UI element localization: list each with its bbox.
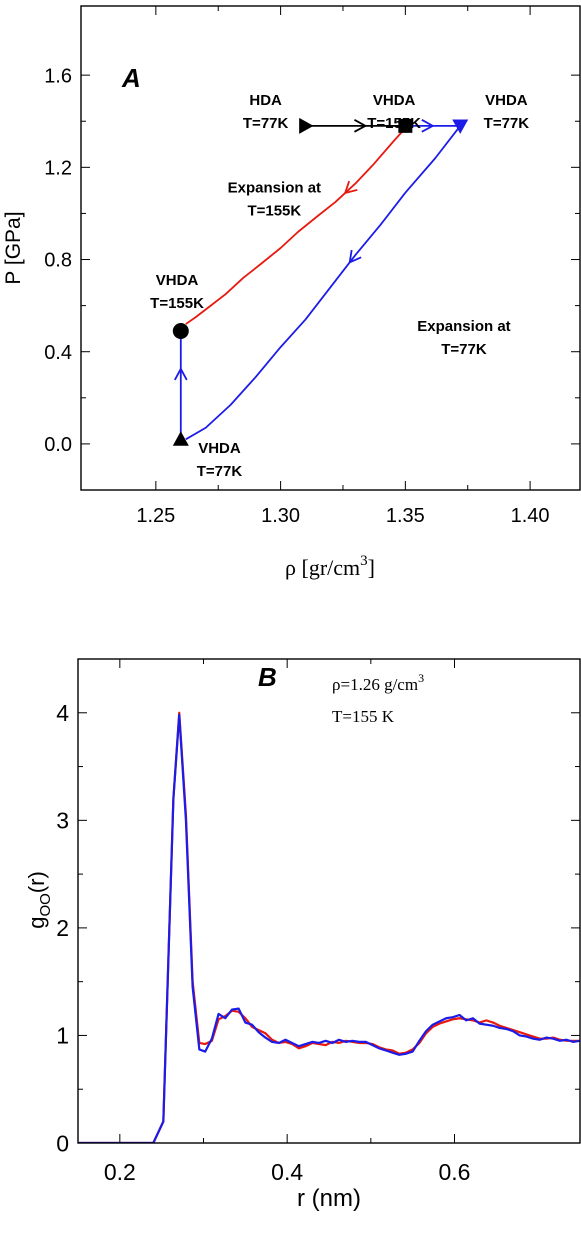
panel-a-marker-circle [172,322,189,339]
panel-a-annotation-line: T=77K [484,115,530,132]
panel-a-annotation-line: T=155K [367,115,421,132]
panel-a-annotation-line: VHDA [373,92,416,109]
panel-a-marker-triangle-up [172,431,189,446]
panel-a-direction-arrow [174,367,188,381]
panel-a-annotation-line: T=155K [247,203,301,220]
panel-a-direction-arrow [421,119,435,133]
panel-a-annotation-line: Expansion at [228,180,321,197]
panel-b-series-line [78,713,580,1143]
panel-b-y-axis-title: gOO(r) [24,871,54,929]
panel-a-annotation-line: T=155K [150,295,204,312]
panel-a-annotation-line: Expansion at [417,318,510,335]
panel-a-annotation-line: T=77K [243,115,289,132]
panel-a-annotation: VHDA T=77K [484,92,530,132]
y-axis-title-subscript: OO [37,893,54,916]
y-axis-title-end: (r) [24,871,49,893]
annotation-density-text: ρ=1.26 g/cm [332,675,418,694]
x-axis-title-superscript: 3 [360,553,368,569]
panel-a-y-tick-label: 0.4 [44,342,72,364]
panel-a-series-line [185,125,461,441]
panel-b-annotation-density: ρ=1.26 g/cm3 [332,671,424,694]
panel-a-y-axis-title: P [GPa] [2,211,25,284]
x-axis-title-end: ] [368,555,375,580]
panel-b-series-line [78,711,580,1143]
panel-a-annotation-line: VHDA [156,272,199,289]
panel-a-y-tick-label: 0.8 [44,250,72,272]
panel-a-annotation-line: VHDA [485,92,528,109]
panel-a-x-tick-label: 1.30 [261,505,300,527]
panel-b-x-axis-title: r (nm) [297,1185,361,1212]
panel-a-marker-triangle-down [452,119,469,134]
x-axis-title-text: ρ [gr/cm [285,555,360,580]
panel-a-label: A [121,63,141,93]
panel-a-marker-square [398,118,413,133]
panel-b-x-tick-label: 0.4 [271,1159,303,1185]
panel-a-annotation: Expansion at T=155K [228,180,321,220]
panel-a-series-line [185,127,407,325]
panel-a-annotation: Expansion at T=77K [417,318,510,358]
panel-a-annotation-line: VHDA [198,440,241,457]
panel-b-annotation-temperature: T=155 K [332,707,395,726]
panel-a-x-tick-label: 1.35 [386,505,425,527]
panel-b-y-tick-label: 2 [56,915,69,941]
y-axis-title-text: g [24,917,49,929]
panel-a-x-tick-label: 1.40 [511,505,550,527]
panel-a-y-tick-label: 0.0 [44,434,72,456]
panel-b-label: B [258,662,277,692]
panel-a-direction-arrow [353,119,368,133]
panel-a-y-tick-label: 1.2 [44,158,72,180]
panel-a-direction-arrow [348,249,362,264]
annotation-density-superscript: 3 [418,671,424,685]
panel-a-marker-triangle-right [299,117,314,134]
panel-a-y-tick-label: 1.6 [44,65,72,87]
panel-b-x-tick-label: 0.6 [439,1159,471,1185]
panel-b-x-tick-label: 0.2 [104,1159,136,1185]
panel-a-x-axis-title: ρ [gr/cm3] [285,553,375,580]
panel-b-y-tick-label: 3 [56,808,69,834]
panel-a-direction-arrow [343,180,358,195]
panel-a-annotation-line: HDA [249,92,282,109]
panel-a-annotation: VHDA T=155K [150,272,204,312]
panel-a-annotation-line: T=77K [441,341,487,358]
panel-b-y-tick-label: 4 [56,700,69,726]
panel-b-y-tick-label: 0 [56,1130,69,1156]
panel-a-annotation-line: T=77K [197,463,243,480]
panel-a-annotation: HDA T=77K [243,92,289,132]
panel-a-frame [80,5,581,491]
panel-a-annotation: VHDA T=155K [367,92,421,132]
panel-b-frame [77,658,581,1144]
panel-a: 1.25 1.30 1.35 1.40 0.0 0.4 0.8 1.2 1.6 HDA T=77K… [2,5,581,580]
panel-a-x-tick-label: 1.25 [136,505,175,527]
panel-b-y-tick-label: 1 [56,1023,69,1049]
panel-a-annotation: VHDA T=77K [197,440,243,480]
